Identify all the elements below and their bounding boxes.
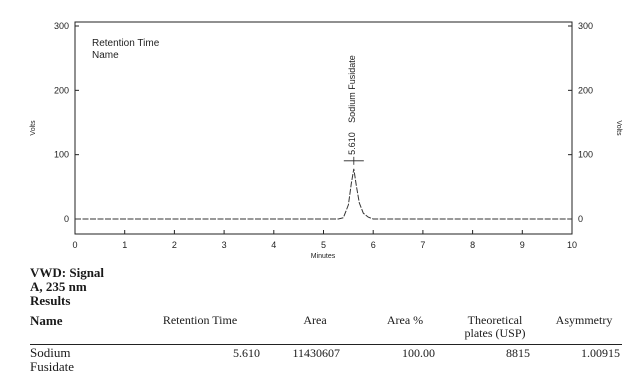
y-tick-label-left: 100 xyxy=(54,150,69,160)
plot-frame xyxy=(74,21,573,235)
x-tick-label: 3 xyxy=(222,240,227,250)
cell-name-line-2: Fusidate xyxy=(30,359,75,374)
signal-line-wavelength: A, 235 nm xyxy=(30,279,87,294)
header-retention-time: Retention Time xyxy=(162,313,238,327)
y-tick-label-right: 300 xyxy=(578,21,593,31)
x-tick-label: 1 xyxy=(122,240,127,250)
header-area: Area xyxy=(303,313,327,327)
header-plates-line-2: plates (USP) xyxy=(464,326,526,340)
results-section: VWD: Signal A, 235 nm Results Name Reten… xyxy=(30,265,622,374)
x-tick-label: 0 xyxy=(72,240,77,250)
header-theoretical-plates: Theoretical plates (USP) xyxy=(450,314,540,340)
results-table-header: Name Retention Time Area Area % Theoreti… xyxy=(30,314,620,344)
header-area-pct: Area % xyxy=(386,313,424,327)
legend-retention-time: Retention Time xyxy=(92,38,160,49)
x-tick-label: 10 xyxy=(567,240,577,250)
legend-name: Name xyxy=(92,50,119,61)
x-tick-label: 9 xyxy=(520,240,525,250)
x-tick-label: 2 xyxy=(172,240,177,250)
table-rule xyxy=(30,344,622,345)
x-tick-label: 5 xyxy=(321,240,326,250)
cell-plates: 8815 xyxy=(506,346,530,360)
x-tick-label: 8 xyxy=(470,240,475,250)
cell-name: Sodium Fusidate xyxy=(30,346,90,374)
y-tick-label-right: 0 xyxy=(578,214,583,224)
x-tick-label: 7 xyxy=(420,240,425,250)
header-plates-line-1: Theoretical xyxy=(467,313,523,327)
cell-name-line-1: Sodium xyxy=(30,345,71,360)
cell-asymmetry: 1.00915 xyxy=(581,346,620,360)
peak-name-label: Sodium Fusidate xyxy=(347,55,357,123)
y-tick-label-left: 0 xyxy=(64,214,69,224)
signal-line-detector: VWD: Signal xyxy=(30,265,105,280)
x-axis-label: Minutes xyxy=(311,253,336,260)
y-axis-label-left: Volts xyxy=(30,120,37,136)
y-tick-label-right: 100 xyxy=(578,150,593,160)
x-tick-label: 6 xyxy=(371,240,376,250)
signal-line-results: Results xyxy=(30,293,71,308)
cell-area-pct: 100.00 xyxy=(402,346,435,360)
y-tick-label-left: 300 xyxy=(54,21,69,31)
x-tick-label: 4 xyxy=(271,240,276,250)
header-name: Name xyxy=(30,313,63,328)
y-axis-label-right: Volts xyxy=(615,120,622,136)
peak-retention-label: 5.610 xyxy=(347,132,357,155)
y-tick-label-right: 200 xyxy=(578,85,593,95)
cell-retention-time: 5.610 xyxy=(233,346,260,360)
signal-trace xyxy=(75,168,572,220)
cell-area: 11430607 xyxy=(292,346,340,360)
header-asymmetry: Asymmetry xyxy=(555,313,613,327)
y-tick-label-left: 200 xyxy=(54,85,69,95)
